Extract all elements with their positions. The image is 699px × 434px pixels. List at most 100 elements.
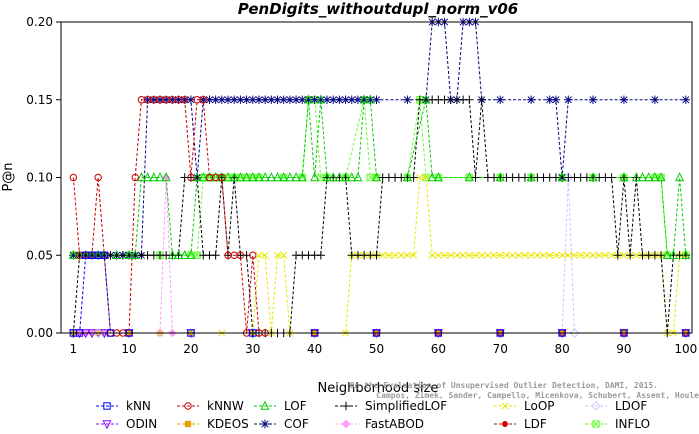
data-point-knnw bbox=[131, 173, 139, 182]
data-point-lof bbox=[421, 94, 431, 104]
data-point-cof bbox=[551, 95, 561, 104]
data-point-cof bbox=[223, 95, 233, 104]
legend-label-inflo: INFLO bbox=[615, 417, 650, 431]
data-point-lof bbox=[557, 172, 567, 182]
data-point-cof bbox=[341, 95, 350, 104]
legend-label-knn: kNN bbox=[126, 399, 151, 413]
data-point-loop bbox=[447, 251, 455, 259]
series-line-simplifiedlof bbox=[72, 99, 686, 334]
data-point-lof bbox=[68, 249, 78, 259]
data-point-lof bbox=[254, 172, 264, 182]
data-point-simplifiedlof bbox=[625, 251, 635, 260]
chart-title: PenDigits_withoutdupl_norm_v06 bbox=[238, 0, 518, 18]
data-point-loop bbox=[601, 251, 609, 259]
data-point-cof bbox=[526, 95, 536, 104]
data-point-loop bbox=[533, 251, 541, 259]
data-point-simplifiedlof bbox=[409, 173, 418, 182]
legend-marker-fastabod bbox=[341, 419, 351, 429]
legend-marker-knn bbox=[103, 402, 111, 410]
data-point-loop bbox=[632, 251, 640, 259]
data-point-cof bbox=[366, 95, 375, 104]
y-axis-label: P@n bbox=[1, 162, 16, 191]
data-point-lof bbox=[223, 172, 233, 182]
data-point-knnw bbox=[249, 251, 257, 259]
legend-label-cof: COF bbox=[284, 417, 309, 431]
data-point-loop bbox=[273, 251, 282, 259]
plot-frame bbox=[60, 21, 693, 334]
data-point-loop bbox=[527, 251, 535, 259]
x-tick-label: 100 bbox=[674, 342, 697, 356]
data-point-loop bbox=[620, 251, 628, 259]
data-point-lof bbox=[180, 249, 190, 259]
legend-marker-inflo bbox=[592, 420, 600, 428]
data-point-loop bbox=[255, 251, 263, 259]
data-point-cof bbox=[211, 95, 220, 104]
data-point-loop bbox=[589, 251, 597, 259]
x-tick-label: 20 bbox=[183, 342, 198, 356]
data-point-lof bbox=[656, 172, 666, 182]
data-point-lof bbox=[402, 172, 412, 182]
legend-marker-loop bbox=[501, 402, 509, 410]
data-point-lof bbox=[341, 172, 351, 182]
data-point-lof bbox=[192, 172, 202, 182]
data-point-lof bbox=[273, 172, 283, 182]
data-point-cof bbox=[588, 95, 598, 104]
data-point-cof bbox=[291, 95, 301, 104]
data-point-cof bbox=[372, 95, 381, 104]
legend-marker-ldf bbox=[501, 420, 509, 428]
data-point-loop bbox=[546, 251, 554, 259]
data-point-lof bbox=[155, 172, 165, 182]
legend-label-odin: ODIN bbox=[126, 417, 157, 431]
data-point-lof bbox=[650, 172, 660, 182]
data-point-knnw bbox=[199, 96, 207, 104]
data-point-simplifiedlof bbox=[656, 251, 666, 260]
series-line-loop bbox=[73, 177, 686, 334]
x-axis-label: Neighborhood size bbox=[318, 381, 439, 396]
data-point-lof bbox=[285, 172, 295, 182]
data-point-simplifiedlof bbox=[465, 95, 474, 104]
data-point-fastabod bbox=[161, 173, 171, 182]
data-point-knnw bbox=[94, 173, 102, 182]
data-point-loop bbox=[608, 251, 616, 259]
data-point-lof bbox=[198, 172, 208, 182]
data-point-lof bbox=[279, 172, 289, 182]
data-point-lof bbox=[242, 172, 252, 182]
data-point-lof bbox=[334, 172, 344, 182]
data-point-lof bbox=[681, 249, 691, 259]
legend-label-ldof: LDOF bbox=[615, 399, 647, 413]
data-point-loop bbox=[509, 251, 517, 259]
data-point-lof bbox=[495, 172, 505, 182]
data-point-cof bbox=[619, 95, 629, 104]
data-point-lof bbox=[588, 172, 598, 182]
legend: kNN kNNW LOF SimplifiedLOF LoOP LDOF ODIN KDEOS… bbox=[96, 399, 650, 431]
data-point-lof bbox=[303, 94, 313, 104]
legend-label-simplifiedlof: SimplifiedLOF bbox=[365, 399, 447, 413]
data-point-lof bbox=[186, 249, 196, 259]
x-tick-label: 50 bbox=[369, 342, 384, 356]
x-tick-label: 70 bbox=[493, 342, 508, 356]
legend-marker-ldof bbox=[591, 401, 601, 411]
data-point-lof bbox=[427, 172, 437, 182]
legend-label-ldf: LDF bbox=[524, 417, 547, 431]
data-point-loop bbox=[261, 251, 269, 259]
legend-marker-simplifiedlof bbox=[341, 401, 351, 411]
data-point-lof bbox=[619, 172, 629, 182]
data-point-loop bbox=[422, 173, 430, 182]
data-point-loop bbox=[570, 251, 579, 259]
legend-marker-kdeos bbox=[184, 420, 192, 428]
data-point-loop bbox=[515, 251, 523, 259]
data-point-lof bbox=[136, 172, 146, 182]
data-point-lof bbox=[526, 172, 536, 182]
data-point-lof bbox=[260, 172, 270, 182]
data-point-simplifiedlof bbox=[211, 251, 220, 260]
data-point-loop bbox=[478, 251, 486, 259]
series-line-knn bbox=[73, 254, 686, 334]
data-point-simplifiedlof bbox=[613, 251, 622, 260]
legend-label-fastabod: FastABOD bbox=[365, 417, 424, 431]
data-point-lof bbox=[347, 172, 357, 182]
x-tick-label: 60 bbox=[431, 342, 446, 356]
legend-label-knnw: kNNW bbox=[207, 399, 244, 413]
data-point-simplifiedlof bbox=[477, 95, 486, 104]
data-point-loop bbox=[410, 251, 418, 259]
data-point-ldof bbox=[93, 328, 104, 338]
